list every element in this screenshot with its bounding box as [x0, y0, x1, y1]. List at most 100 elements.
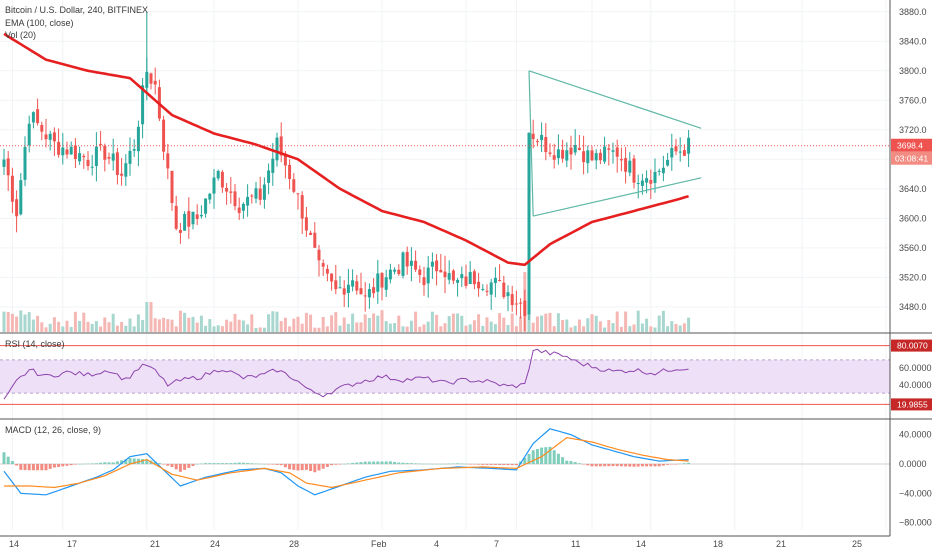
volume-bar [510, 313, 514, 332]
candle-body [73, 145, 77, 159]
macd-histogram-bar [309, 464, 313, 472]
last-price-tag [891, 138, 932, 152]
volume-bar [687, 317, 691, 332]
volume-legend: Vol (20) [5, 30, 36, 40]
candle-body [527, 132, 531, 315]
candle-body [388, 269, 392, 280]
macd-histogram-bar [73, 464, 77, 465]
price-tick-label: 3720.0 [899, 125, 927, 135]
volume-bar [640, 323, 644, 332]
volume-bar [422, 324, 426, 332]
volume-bar [645, 318, 649, 332]
time-tick-label: 7 [494, 539, 499, 549]
volume-bar [405, 326, 409, 332]
macd-histogram-bar [170, 464, 174, 467]
volume-bar [325, 326, 329, 332]
macd-histogram-bar [292, 464, 296, 470]
volume-bar [582, 326, 586, 332]
candle-body [380, 272, 384, 288]
macd-histogram-bar [187, 464, 191, 468]
triangle-upper-line [528, 70, 702, 129]
volume-bar [573, 325, 577, 332]
candle-body [367, 289, 371, 298]
candle-body [384, 277, 388, 290]
macd-histogram-bar [174, 464, 178, 470]
volume-bar [577, 319, 581, 332]
macd-histogram-bar [548, 446, 552, 464]
candle-body [439, 269, 443, 273]
macd-histogram-bar [52, 464, 56, 468]
volume-bar [57, 321, 61, 332]
macd-histogram-bar [275, 464, 279, 465]
candle-body [561, 149, 565, 159]
macd-pane [0, 428, 890, 496]
volume-bar [296, 316, 300, 332]
candle-body [523, 300, 527, 316]
macd-histogram-bar [447, 463, 451, 465]
volume-bar [162, 317, 166, 332]
volume-bar [23, 314, 27, 332]
volume-bar [624, 311, 628, 332]
candle-body [296, 193, 300, 195]
candle-body [6, 158, 10, 176]
volume-bar [44, 327, 48, 332]
volume-bar [321, 317, 325, 332]
candlesticks [2, 11, 691, 331]
macd-histogram-bar [632, 464, 636, 467]
macd-histogram-bar [216, 463, 220, 464]
macd-histogram-bar [313, 464, 317, 473]
volume-bar [397, 315, 401, 332]
macd-histogram-bar [141, 459, 145, 464]
macd-histogram-bar [674, 464, 678, 465]
rsi-legend: RSI (14, close) [5, 339, 65, 349]
volume-bar [19, 310, 23, 332]
volume-bar [52, 317, 56, 332]
candle-body [611, 150, 615, 152]
volume-bar [10, 313, 14, 332]
volume-bar [36, 315, 40, 332]
volume-bar [103, 317, 107, 332]
macd-histogram-bar [90, 463, 94, 464]
volume-bar [607, 320, 611, 332]
volume-bar [61, 326, 65, 332]
macd-histogram-bar [262, 464, 266, 465]
candle-body [78, 153, 82, 162]
macd-histogram-bar [514, 464, 518, 466]
macd-histogram-bar [300, 464, 304, 471]
time-tick-label: 21 [776, 539, 786, 549]
macd-histogram-bar [279, 464, 283, 466]
candle-body [514, 303, 518, 305]
rsi-overbought-label: 80.0070 [897, 341, 928, 351]
macd-histogram-bar [191, 464, 195, 466]
macd-histogram-bar [531, 450, 535, 464]
time-tick-label: 14 [9, 539, 19, 549]
macd-histogram-bar [540, 447, 544, 464]
volume-bar [351, 313, 355, 332]
macd-histogram-bar [670, 464, 674, 465]
candle-body [208, 193, 212, 200]
macd-histogram-bar [510, 464, 514, 466]
price-tick-label: 3800.0 [899, 66, 927, 76]
volume-bar [271, 311, 275, 332]
volume-bar [48, 323, 52, 332]
macd-histogram-bar [607, 464, 611, 467]
time-tick-label: 14 [636, 539, 646, 549]
candle-body [107, 157, 111, 159]
time-tick-label: 4 [434, 539, 439, 549]
time-tick-label: 18 [713, 539, 723, 549]
macd-histogram-bar [666, 464, 670, 465]
candle-body [414, 260, 418, 270]
volume-bar [363, 314, 367, 332]
macd-histogram-bar [464, 463, 468, 465]
macd-histogram-bar [657, 464, 661, 467]
candle-body [40, 124, 44, 132]
candle-body [94, 146, 98, 167]
candle-body [552, 155, 556, 160]
candle-body [376, 273, 380, 292]
macd-histogram-bar [687, 462, 691, 464]
volume-bar [569, 327, 573, 332]
macd-histogram-bar [19, 464, 23, 470]
volume-bar [552, 326, 556, 332]
macd-histogram-bar [502, 464, 506, 466]
